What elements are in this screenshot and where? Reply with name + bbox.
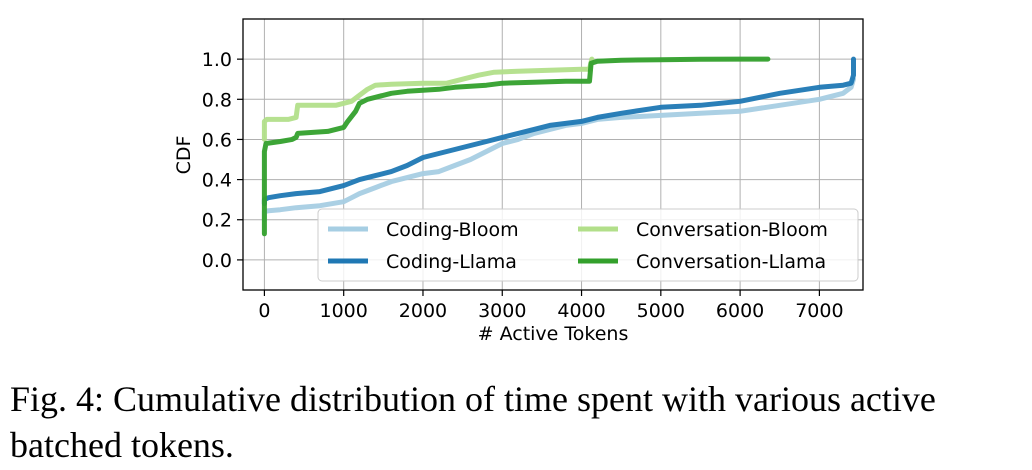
- series-line-conversation-llama: [261, 56, 771, 237]
- legend-label-coding-bloom: Coding-Bloom: [386, 219, 519, 241]
- legend-label-coding-llama: Coding-Llama: [386, 251, 517, 273]
- legend-label-conversation-bloom: Conversation-Bloom: [636, 219, 828, 241]
- x-tick-label: 0: [258, 300, 270, 322]
- x-tick-label: 5000: [637, 300, 685, 322]
- y-axis-label: CDF: [173, 136, 195, 175]
- x-tick-label: 1000: [320, 300, 368, 322]
- y-tick-label: 0.8: [202, 89, 232, 111]
- x-tick-label: 2000: [399, 300, 447, 322]
- x-tick-label: 6000: [716, 300, 764, 322]
- y-tick-label: 0.4: [202, 170, 232, 192]
- legend-label-conversation-llama: Conversation-Llama: [636, 251, 826, 273]
- series-line-coding-llama: [261, 56, 856, 207]
- x-axis-label: # Active Tokens: [478, 323, 629, 345]
- x-tick-label: 4000: [557, 300, 605, 322]
- legend: Coding-Bloom Coding-Llama Conversation-B…: [317, 208, 859, 282]
- y-tick-label: 0.2: [202, 210, 232, 232]
- series-line-coding-bloom: [261, 76, 856, 223]
- plot-frame: [242, 18, 864, 291]
- series-layer: [261, 56, 856, 237]
- figure-caption: Fig. 4: Cumulative distribution of time …: [10, 379, 936, 465]
- y-tick-label: 1.0: [202, 49, 232, 71]
- series-line-conversation-bloom: [261, 56, 595, 142]
- legend-box: [317, 208, 859, 282]
- ticks-layer: 0 1000 2000 3000 4000 5000 6000 7000 0.0 0.2 0.4 0.…: [202, 49, 844, 322]
- cdf-chart: 0 1000 2000 3000 4000 5000 6000 7000 0.0 0.2 0.4 0.…: [173, 18, 864, 345]
- y-tick-label: 0.6: [202, 129, 232, 151]
- x-tick-label: 3000: [478, 300, 526, 322]
- x-tick-label: 7000: [795, 300, 843, 322]
- y-tick-label: 0.0: [202, 250, 232, 272]
